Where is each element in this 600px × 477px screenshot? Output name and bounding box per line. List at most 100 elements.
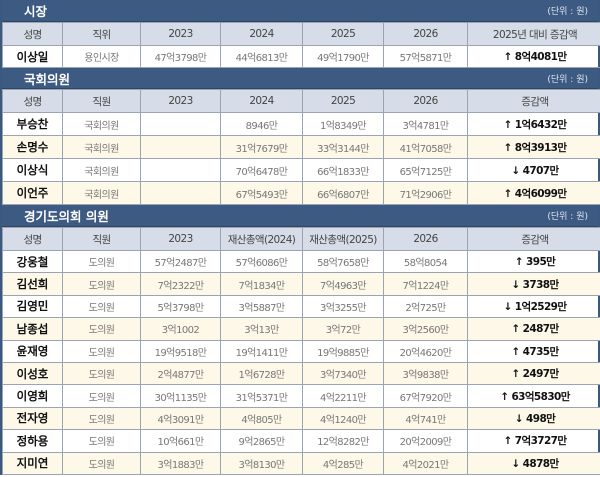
- 2024-cell: 31억7679만: [220, 135, 303, 159]
- position-cell: 도의원: [62, 384, 141, 408]
- column-header: 2026: [383, 89, 468, 113]
- 2025-cell: 3억3255만: [302, 294, 384, 319]
- 2023-cell: 10억661만: [140, 429, 221, 453]
- 2025-cell: 3억7340만: [302, 361, 384, 386]
- table-row: 전자영 도의원 4억3091만 4억805만 4억1240만 4억741만 ↓ 498만: [2, 406, 600, 431]
- unit-label: (단위 : 원): [547, 7, 588, 17]
- change-cell: ↑ 2487만: [467, 317, 600, 341]
- 2023-cell: 3억1883만: [140, 451, 221, 475]
- column-header: 직원: [62, 227, 141, 251]
- 2023-cell: 19억9518만: [140, 339, 221, 363]
- section-header: 국회의원 (단위 : 원): [2, 68, 598, 89]
- 2025-cell: 3억72만: [302, 317, 384, 341]
- table-row: 김선희 도의원 7억2322만 7억1834만 7억4963만 7억1224만 ↓ 3738…: [2, 272, 600, 296]
- 2025-cell: 4억285만: [302, 451, 384, 475]
- change-cell: ↑ 2497만: [467, 361, 600, 386]
- change-cell: ↑ 395만: [467, 249, 600, 274]
- 2024-cell: 7억1834만: [220, 272, 303, 296]
- column-header: 2023: [140, 22, 221, 46]
- 2026-cell: 3억4781만: [383, 112, 468, 136]
- 2023-cell: 3억1002: [140, 317, 221, 341]
- 2026-cell: 58억8054: [383, 249, 468, 274]
- data-table: 성명 직원 2023 재산총액(2024) 재산총액(2025) 2026 증감액 강웅철 도의…: [2, 227, 600, 475]
- 2026-cell: 20억2009만: [383, 429, 468, 453]
- column-header: 2025: [302, 89, 384, 113]
- 2023-cell: [140, 112, 221, 136]
- 2025-cell: 12억8282만: [302, 429, 384, 453]
- table-row: 이상식 국회의원 70억6478만 66억1833만 65억7125만 ↓ 4707만: [2, 158, 600, 182]
- column-header: 증감액: [467, 227, 600, 251]
- position-cell: 도의원: [62, 406, 141, 431]
- 2024-cell: 3억8130만: [220, 451, 303, 475]
- name-cell: 김선희: [2, 272, 63, 296]
- section-title: 경기도의회 의원: [24, 209, 109, 224]
- table-row: 이언주 국회의원 67억5493만 66억6807만 71억2906만 ↑ 4억6099만: [2, 181, 600, 205]
- 2024-cell: 3억5887만: [220, 294, 303, 319]
- position-cell: 국회의원: [62, 158, 141, 182]
- column-header: 2023: [140, 227, 221, 251]
- name-cell: 남종섭: [2, 317, 63, 341]
- table-row: 강웅철 도의원 57억2487만 57억6086만 58억7658만 58억8054 ↑ 3…: [2, 249, 600, 274]
- name-cell: 정하용: [2, 429, 63, 453]
- 2023-cell: 7억2322만: [140, 272, 221, 296]
- 2023-cell: 5억3798만: [140, 294, 221, 319]
- position-cell: 국회의원: [62, 135, 141, 159]
- position-cell: 도의원: [62, 294, 141, 319]
- 2025-cell: 58억7658만: [302, 249, 384, 274]
- 2026-cell: 71억2906만: [383, 181, 468, 205]
- change-cell: ↓ 4707만: [467, 158, 600, 182]
- name-cell: 전자영: [2, 406, 63, 431]
- column-header: 성명: [2, 227, 63, 251]
- column-header: 2024: [220, 89, 303, 113]
- column-header: 재산총액(2024): [220, 227, 303, 251]
- 2026-cell: 41억7058만: [383, 135, 468, 159]
- name-cell: 이언주: [2, 181, 63, 205]
- table-row: 정하용 도의원 10억661만 9억2865만 12억8282만 20억2009만 ↑ 7억…: [2, 429, 600, 453]
- table-row: 이상일 용인시장 47억3798만 44억6813만 49억1790만 57억5871만 ↑…: [2, 45, 600, 68]
- section-1: 국회의원 (단위 : 원) 성명 직원 2023 2024 2025 2026 증감액 부승찬 국회…: [0, 68, 600, 205]
- section-title: 시장: [24, 4, 48, 19]
- 2026-cell: 4억741만: [383, 406, 468, 431]
- section-header: 시장 (단위 : 원): [2, 0, 598, 22]
- name-cell: 지미연: [2, 451, 63, 475]
- 2023-cell: [140, 181, 221, 205]
- column-header: 직위: [62, 22, 141, 46]
- 2025-cell: 4억2211만: [302, 384, 384, 408]
- 2024-cell: 57억6086만: [220, 249, 303, 274]
- 2025-cell: 66억6807만: [302, 181, 384, 205]
- 2024-cell: 1억6728만: [220, 361, 303, 386]
- column-header: 2024: [220, 22, 303, 46]
- 2023-cell: [140, 158, 221, 182]
- column-header: 직원: [62, 89, 141, 113]
- column-header: 증감액: [467, 89, 600, 113]
- 2026-cell: 65억7125만: [383, 158, 468, 182]
- position-cell: 도의원: [62, 451, 141, 475]
- 2025-cell: 1억8349만: [302, 112, 384, 136]
- table-row: 손명수 국회의원 31억7679만 33억3144만 41억7058만 ↑ 8억3913만: [2, 135, 600, 159]
- 2024-cell: 44억6813만: [220, 45, 303, 68]
- table-row: 이성호 도의원 2억4877만 1억6728만 3억7340만 3억9838만 ↑ 2497…: [2, 361, 600, 386]
- 2023-cell: 4억3091만: [140, 406, 221, 431]
- 2023-cell: 47억3798만: [140, 45, 221, 68]
- change-cell: ↑ 4억6099만: [467, 181, 600, 205]
- section-2: 경기도의회 의원 (단위 : 원) 성명 직원 2023 재산총액(2024) 재산총액(2…: [0, 205, 600, 475]
- change-cell: ↓ 4878만: [467, 451, 600, 475]
- 2023-cell: 57억2487만: [140, 249, 221, 274]
- data-table: 성명 직위 2023 2024 2025 2026 2025년 대비 증감액 이상일 용인시장 4…: [2, 22, 600, 68]
- 2025-cell: 7억4963만: [302, 272, 384, 296]
- position-cell: 도의원: [62, 429, 141, 453]
- section-header: 경기도의회 의원 (단위 : 원): [2, 205, 598, 227]
- position-cell: 도의원: [62, 272, 141, 296]
- position-cell: 국회의원: [62, 181, 141, 205]
- section-title: 국회의원: [24, 71, 71, 87]
- name-cell: 이영희: [2, 384, 63, 408]
- 2026-cell: 57억5871만: [383, 45, 468, 68]
- table-row: 이영희 도의원 30억1135만 31억5371만 4억2211만 67억7920만 ↑ 6…: [2, 384, 600, 408]
- position-cell: 도의원: [62, 339, 141, 363]
- 2025-cell: 4억1240만: [302, 406, 384, 431]
- 2024-cell: 3억13만: [220, 317, 303, 341]
- change-cell: ↓ 1억2529만: [467, 294, 600, 319]
- 2024-cell: 8946만: [220, 112, 303, 136]
- column-header: 재산총액(2025): [302, 227, 384, 251]
